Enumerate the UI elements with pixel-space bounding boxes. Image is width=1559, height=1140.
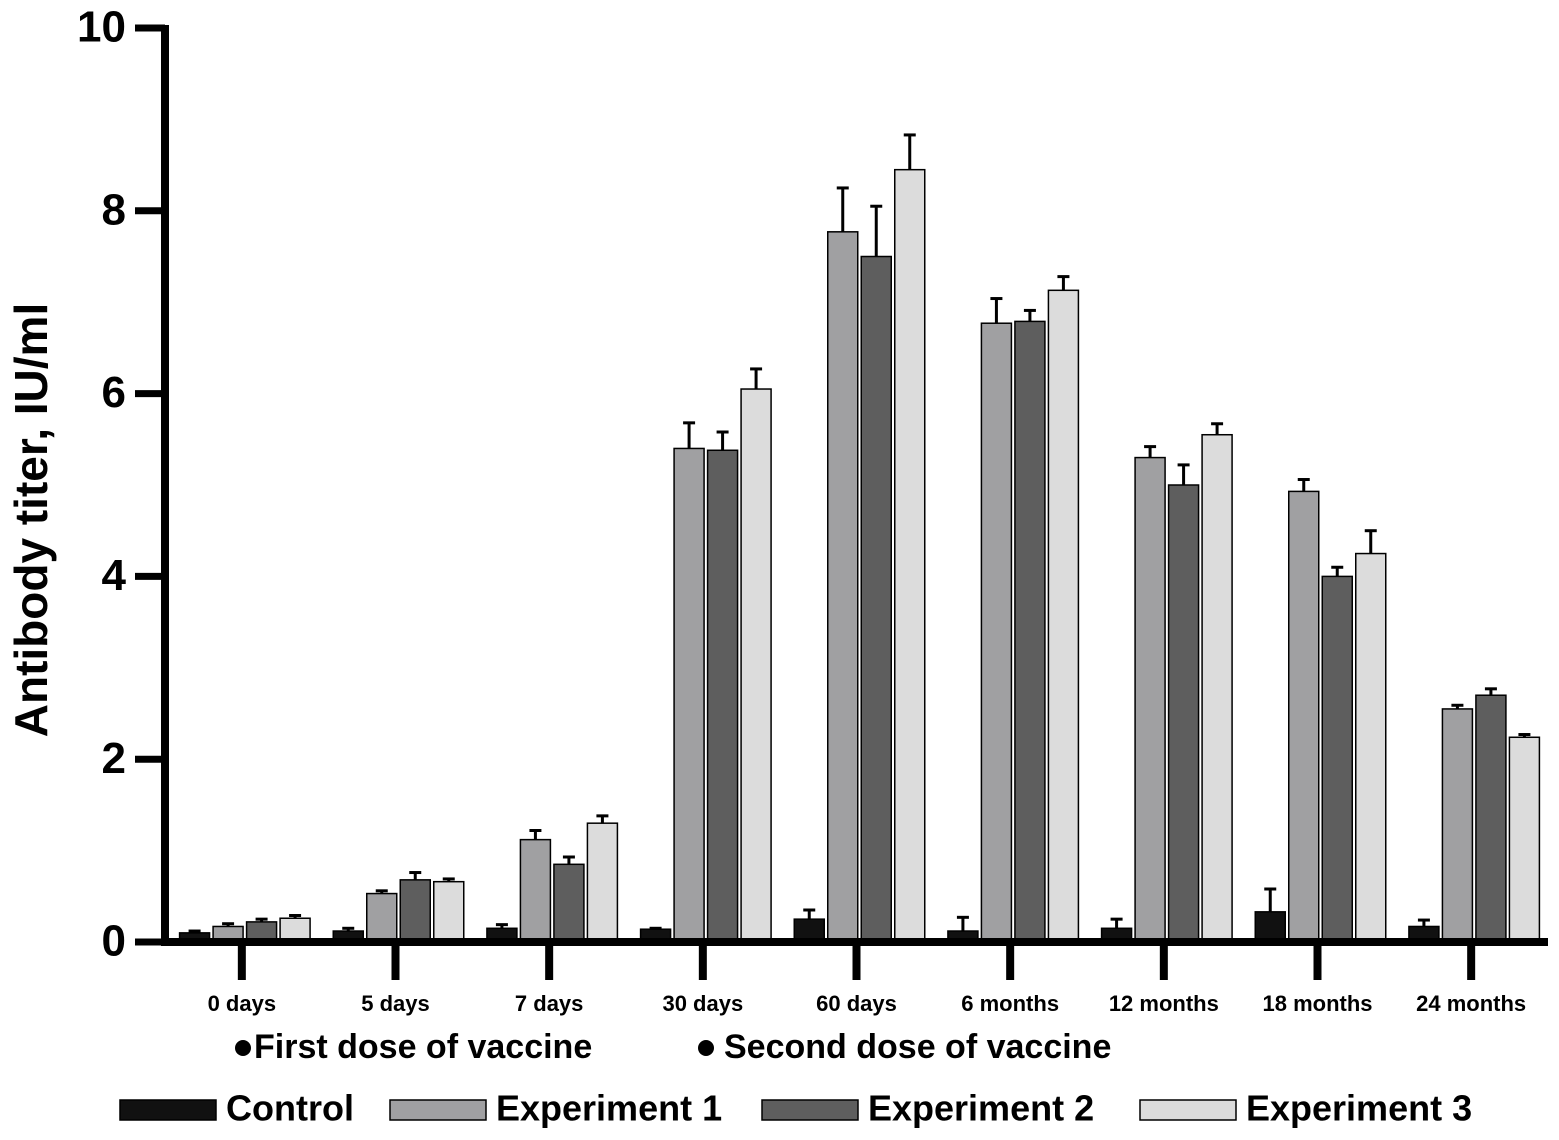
annotation: Second dose of vaccine [724,1028,1111,1066]
bar [1167,484,1200,943]
bar [1201,433,1233,943]
bar [366,892,398,943]
legend-label: Experiment 1 [496,1088,722,1129]
y-tick-label: 4 [102,551,127,600]
bar [433,880,465,943]
bar [980,322,1013,943]
legend-label: Control [226,1088,354,1129]
y-axis-label: Antibody titer, IU/ml [5,303,57,737]
y-tick-label: 0 [102,917,126,966]
x-tick-label: 60 days [816,991,897,1016]
legend-label: Experiment 3 [1246,1088,1472,1129]
bar [894,168,926,943]
bar [1475,694,1507,943]
bar [519,838,552,943]
x-tick-label: 6 months [961,991,1059,1016]
x-tick-label: 7 days [515,991,584,1016]
legend-swatch [389,1099,487,1121]
bar [553,863,585,943]
bar [1508,736,1541,943]
y-tick-label: 8 [102,185,126,234]
x-tick-label: 30 days [662,991,743,1016]
bar [1321,575,1353,943]
x-tick-label: 12 months [1109,991,1219,1016]
legend-swatch [761,1099,859,1121]
legend-swatch [1139,1099,1237,1121]
x-tick-label: 5 days [361,991,430,1016]
x-tick-label: 0 days [208,991,277,1016]
bar [860,255,892,943]
annotation-bullet [235,1040,251,1056]
bar [740,388,772,943]
legend-label: Experiment 2 [868,1088,1094,1129]
x-tick-label: 18 months [1262,991,1372,1016]
bar [586,822,619,943]
y-tick-label: 10 [77,3,126,52]
bar [1355,552,1387,943]
bar [1254,911,1286,943]
bar [1441,708,1474,943]
bar [673,447,705,943]
bar [399,879,431,943]
bar [827,231,859,943]
y-tick-label: 6 [102,368,126,417]
bar [1134,456,1166,943]
bar [1288,490,1320,943]
y-tick-label: 2 [102,734,126,783]
bar [706,449,739,943]
annotation: First dose of vaccine [254,1028,592,1066]
x-tick-label: 24 months [1416,991,1526,1016]
bar [1047,289,1080,943]
legend-swatch [119,1099,217,1121]
bar [1014,320,1046,943]
annotation-bullet [698,1040,714,1056]
